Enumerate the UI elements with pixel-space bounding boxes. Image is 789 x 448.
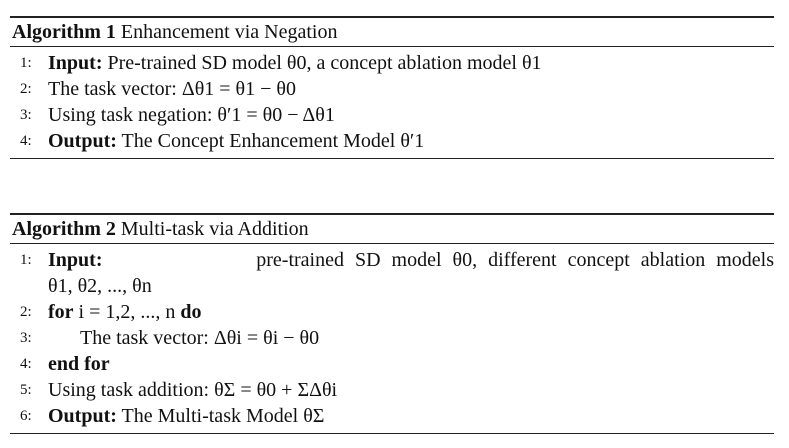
algorithm-line: 1: Input: Pre-trained SD model θ0, a con…	[10, 50, 774, 76]
line-text: The task vector: Δθ1 = θ1 − θ0	[48, 78, 296, 100]
algorithm-caption: Algorithm 1 Enhancement via Negation	[10, 18, 774, 46]
line-number: 3:	[20, 330, 32, 346]
algorithm-line: 2: for i = 1,2, ..., n do	[10, 299, 774, 325]
line-number: 5:	[20, 382, 32, 398]
algorithm-line: 1: Input: pre-trained SD model θ0, diffe…	[10, 247, 774, 273]
line-keyword-do: do	[180, 301, 202, 323]
top-rule	[10, 213, 774, 215]
bottom-rule	[10, 433, 774, 434]
line-keyword: Input:	[48, 249, 103, 271]
line-text: pre-trained SD model θ0, different conce…	[256, 249, 774, 271]
algorithm-line: 4: Output: The Concept Enhancement Model…	[10, 128, 774, 154]
line-number: 4:	[20, 133, 32, 149]
line-number: 1:	[20, 252, 32, 268]
algorithm-line: 6: Output: The Multi-task Model θΣ	[10, 403, 774, 429]
line-text: The Multi-task Model θΣ	[121, 405, 325, 427]
line-keyword: Input:	[48, 52, 103, 74]
algorithm-line: 3: The task vector: Δθi = θi − θ0	[10, 325, 774, 351]
line-keyword: end for	[48, 353, 110, 375]
top-rule	[10, 16, 774, 18]
line-number: 6:	[20, 408, 32, 424]
line-text: Pre-trained SD model θ0, a concept ablat…	[107, 52, 542, 74]
caption-rule	[10, 243, 774, 244]
algorithm-title: Enhancement via Negation	[120, 21, 338, 43]
algorithm-caption: Algorithm 2 Multi-task via Addition	[10, 215, 774, 243]
line-text: i = 1,2, ..., n	[78, 301, 176, 323]
line-text: The Concept Enhancement Model θ′1	[121, 130, 425, 152]
line-keyword: Output:	[48, 130, 117, 152]
algorithm-line: 3: Using task negation: θ′1 = θ0 − Δθ1	[10, 102, 774, 128]
line-number: 1:	[20, 55, 32, 71]
line-number: 2:	[20, 81, 32, 97]
caption-rule	[10, 46, 774, 47]
algorithm-2: Algorithm 2 Multi-task via Addition 1: I…	[10, 213, 774, 434]
bottom-rule	[10, 158, 774, 159]
algorithm-label: Algorithm 2	[12, 218, 116, 240]
line-text: Using task negation: θ′1 = θ0 − Δθ1	[48, 104, 335, 126]
line-number: 3:	[20, 107, 32, 123]
algorithm-line: 4: end for	[10, 351, 774, 377]
algorithm-title: Multi-task via Addition	[120, 218, 309, 240]
line-number: 4:	[20, 356, 32, 372]
line-keyword: Output:	[48, 405, 117, 427]
algorithm-label: Algorithm 1	[12, 21, 116, 43]
line-text: θ1, θ2, ..., θn	[48, 275, 152, 297]
line-text: Using task addition: θΣ = θ0 + ΣΔθi	[48, 379, 338, 401]
algorithm-line-continuation: θ1, θ2, ..., θn	[10, 273, 774, 299]
algorithm-line: 5: Using task addition: θΣ = θ0 + ΣΔθi	[10, 377, 774, 403]
line-number: 2:	[20, 304, 32, 320]
algorithm-line: 2: The task vector: Δθ1 = θ1 − θ0	[10, 76, 774, 102]
algorithm-1: Algorithm 1 Enhancement via Negation 1: …	[10, 16, 774, 159]
line-keyword: for	[48, 301, 74, 323]
line-text: The task vector: Δθi = θi − θ0	[80, 327, 320, 349]
